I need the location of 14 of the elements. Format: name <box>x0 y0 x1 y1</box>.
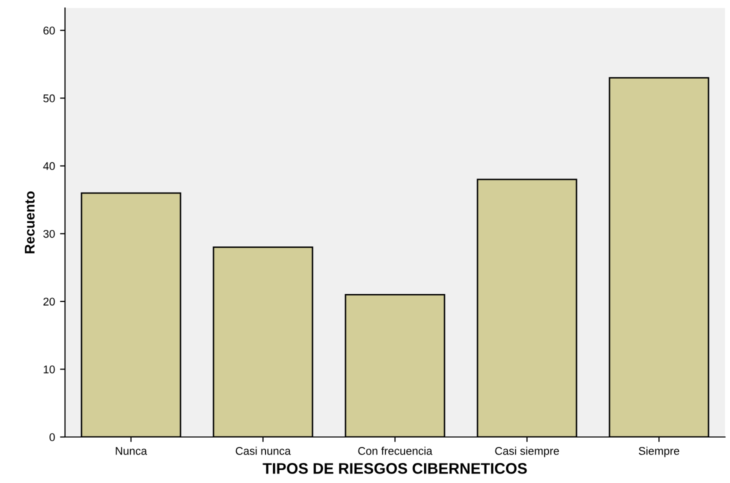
x-tick-label: Casi nunca <box>236 446 291 455</box>
x-tick-label: Casi siempre <box>495 446 559 458</box>
y-tick-label: 10 <box>44 365 55 374</box>
y-tick-label: 30 <box>43 230 55 238</box>
x-tick-label: Siempre <box>638 446 680 458</box>
y-tick-label: 0 <box>50 433 55 442</box>
y-tick-label: 20 <box>43 298 55 306</box>
y-tick-label: 40 <box>43 162 55 170</box>
y-axis-title: Recuento <box>24 191 35 254</box>
y-tick-label: 60 <box>43 26 55 34</box>
y-tick-label: 50 <box>43 94 55 102</box>
x-tick-label: Con frecuencia <box>358 446 432 455</box>
x-tick-label: Nunca <box>116 447 148 455</box>
x-axis-title: TIPOS DE RIESGOS CIBERNETICOS <box>262 463 527 474</box>
